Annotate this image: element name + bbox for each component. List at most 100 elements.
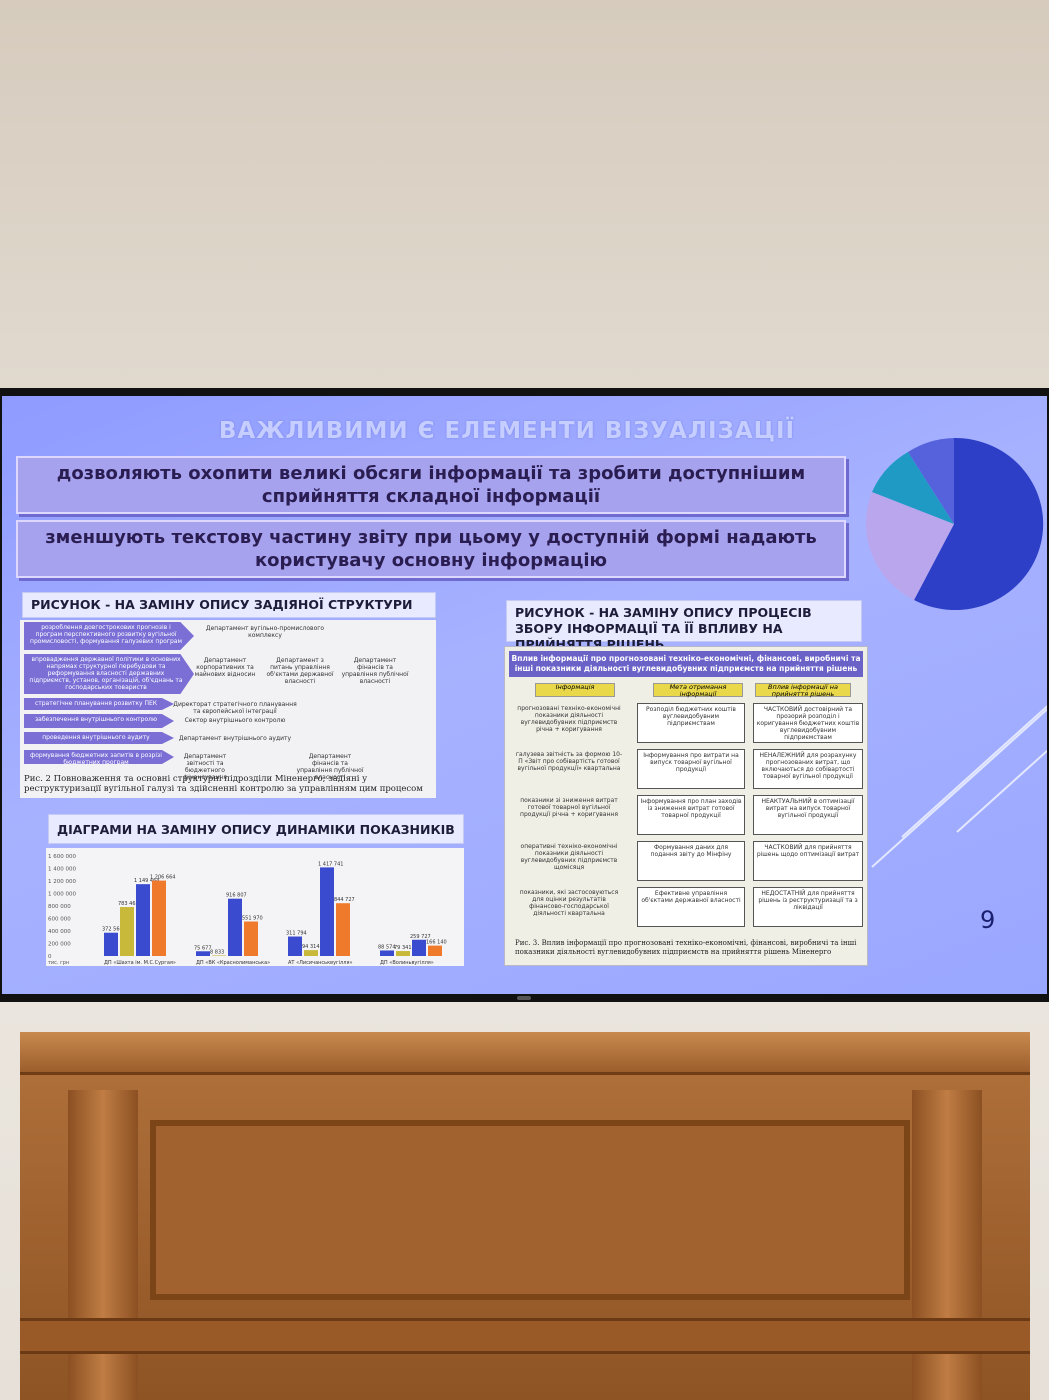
pie-chart-decoration (865, 437, 1044, 610)
pie-slice-3 (872, 452, 954, 524)
bar (428, 945, 442, 956)
flow-column-header: Інформація (535, 683, 615, 697)
flow-goal: Розподіл бюджетних коштів вуглевидобувни… (637, 703, 745, 743)
org-department: Департамент корпоративних та майнових ві… (194, 657, 256, 678)
pie-slice-2 (865, 492, 954, 600)
pie-slice-1 (914, 437, 1044, 610)
y-tick-label: 800 000 (48, 904, 71, 910)
y-tick-label: 0 (48, 954, 52, 960)
flow-column-header: Вплив інформації на прийняття рішень (755, 683, 851, 698)
bar-data-label: 916 807 (226, 893, 247, 899)
org-department: Департамент фінансів та управління публі… (341, 657, 409, 685)
bar-chart-svg: 1 600 000 1 400 000 1 200 000 1 000 000 800 … (48, 854, 447, 966)
bar-data-label: 372 566 (102, 927, 123, 933)
bar-data-label: 8 833 (210, 949, 224, 955)
y-tick-label: 200 000 (48, 942, 71, 948)
y-tick-label: 1 200 000 (48, 879, 76, 885)
bar (244, 921, 258, 956)
flow-info: галузева звітність за формою 10-П «Звіт … (515, 751, 623, 772)
org-department: Департамент фінансів та управління публі… (296, 753, 364, 781)
y-tick-label: 1 400 000 (48, 867, 76, 873)
flow-info: показники зі зниження витрат готової тов… (520, 797, 618, 818)
bar-data-label: 75 677 (194, 945, 212, 951)
org-arrow: розроблення довгострокових прогнозів і п… (24, 622, 194, 650)
mantel-cornice (20, 1032, 1030, 1075)
panel3-title: РИСУНОК - НА ЗАМІНУ ОПИСУ ПРОЦЕСІВ ЗБОРУ… (506, 600, 862, 652)
flow-impact: НЕАКТУАЛЬНИЙ в оптимізації витрат на вип… (753, 795, 863, 835)
category-label: АТ «Лисичанськвугілля» (288, 960, 353, 966)
bar (288, 936, 302, 956)
org-caption: Рис. 2 Повноваження та основні структурн… (24, 774, 423, 794)
mantel-panel (150, 1120, 910, 1300)
y-tick-label: 600 000 (48, 917, 71, 923)
bar (396, 951, 410, 956)
org-department: Департамент звітності та бюджетного фіна… (183, 753, 227, 781)
bar-data-label: 1 206 664 (150, 875, 175, 881)
y-axis-label: тис. грн (48, 960, 69, 966)
bar-data-label: 783 465 (118, 901, 139, 907)
panel1-title: РИСУНОК - НА ЗАМІНУ ОПИСУ ЗАДІЯНОЇ СТРУК… (22, 592, 436, 618)
bar (336, 903, 350, 956)
panel2-title: ДІАГРАМИ НА ЗАМІНУ ОПИСУ ДИНАМІКИ ПОКАЗН… (48, 814, 464, 844)
bar (228, 898, 242, 956)
flow-diagram: Вплив інформації про прогнозовані технік… (504, 646, 868, 966)
slide-title: ВАЖЛИВИМИ Є ЕЛЕМЕНТИ ВІЗУАЛІЗАЦІЇ (218, 418, 796, 444)
org-department: Департамент вугільно-промислового компле… (205, 625, 325, 639)
org-department: Сектор внутрішнього контролю (184, 717, 286, 724)
bar-data-label: 166 140 (426, 940, 447, 946)
org-arrow: формування бюджетних запитів в розрізі б… (24, 750, 174, 764)
flow-impact: ЧАСТКОВИЙ для прийняття рішень щодо опти… (753, 841, 863, 881)
presentation-screen: ВАЖЛИВИМИ Є ЕЛЕМЕНТИ ВІЗУАЛІЗАЦІЇ дозвол… (2, 396, 1047, 994)
flow-impact: ЧАСТКОВИЙ достовірний та прозорий розпод… (753, 703, 863, 743)
flow-goal: Ефективне управління об'єктами державної… (637, 887, 745, 927)
pie-slice-4 (908, 438, 954, 524)
banner-2: зменшують текстову частину звіту при цьо… (16, 520, 846, 578)
y-tick-label: 1 000 000 (48, 892, 76, 898)
flow-header: Вплив інформації про прогнозовані технік… (509, 651, 863, 677)
category-label: ДП «Шахта ім. М.С.Сургая» (104, 960, 176, 966)
flow-info: прогнозовані техніко-економічні показник… (517, 705, 621, 733)
flow-goal: Інформування про витрати на випуск товар… (637, 749, 745, 789)
bar-data-label: 259 727 (410, 934, 431, 940)
flow-impact: НЕДОСТАТНІЙ для прийняття рішень із рест… (753, 887, 863, 927)
category-label: ДП «ВК «Краснолиманська» (196, 960, 270, 966)
org-arrow: впровадження державної політики в основн… (24, 654, 194, 694)
org-arrow: проведення внутрішнього аудиту (24, 732, 174, 744)
flow-goal: Формування даних для подання звіту до Мі… (637, 841, 745, 881)
org-arrow: стратегічне планування розвитку ПЕК (24, 698, 174, 710)
bar (304, 950, 318, 956)
bar (136, 884, 150, 956)
flow-column-header: Мета отримання інформації (653, 683, 743, 698)
flow-info: оперативні техніко-економічні показники … (520, 843, 618, 871)
bar-chart: 1 600 000 1 400 000 1 200 000 1 000 000 800 … (46, 848, 464, 966)
bar (104, 932, 118, 956)
bar (212, 955, 226, 956)
bar (152, 880, 166, 956)
bar (320, 867, 334, 956)
flow-caption: Рис. 3. Вплив інформації про прогнозован… (515, 939, 857, 956)
bar (196, 951, 210, 956)
banner-1: дозволяють охопити великі обсяги інформа… (16, 456, 846, 514)
bar-data-label: 551 970 (242, 916, 263, 922)
category-label: ДП «Волиньвугілля» (380, 960, 434, 966)
bar (412, 939, 426, 956)
flow-goal: Інформування про план заходів із зниженн… (637, 795, 745, 835)
bar-data-label: 1 149 464 (134, 878, 159, 884)
org-department: Департамент внутрішнього аудиту (178, 735, 292, 742)
org-chart: розроблення довгострокових прогнозів і п… (20, 620, 436, 798)
bar-data-label: 94 314 (302, 944, 320, 950)
bar-data-label: 79 341 (394, 945, 412, 951)
bar-data-label: 1 417 741 (318, 861, 343, 867)
bar-data-label: 844 727 (334, 897, 355, 903)
org-department: Департамент з питань управління об'єктам… (266, 657, 334, 685)
y-tick-label: 400 000 (48, 929, 71, 935)
bar (380, 950, 394, 956)
org-arrow: забезпечення внутрішнього контролю (24, 714, 174, 728)
bar (120, 907, 134, 956)
org-department: Директорат стратегічного планування та є… (173, 701, 297, 715)
y-tick-label: 1 600 000 (48, 854, 76, 860)
tv-logo (517, 996, 531, 1000)
bar-data-label: 88 574 (378, 944, 396, 950)
bar-data-label: 311 794 (286, 931, 307, 937)
page-number: 9 (980, 906, 996, 934)
